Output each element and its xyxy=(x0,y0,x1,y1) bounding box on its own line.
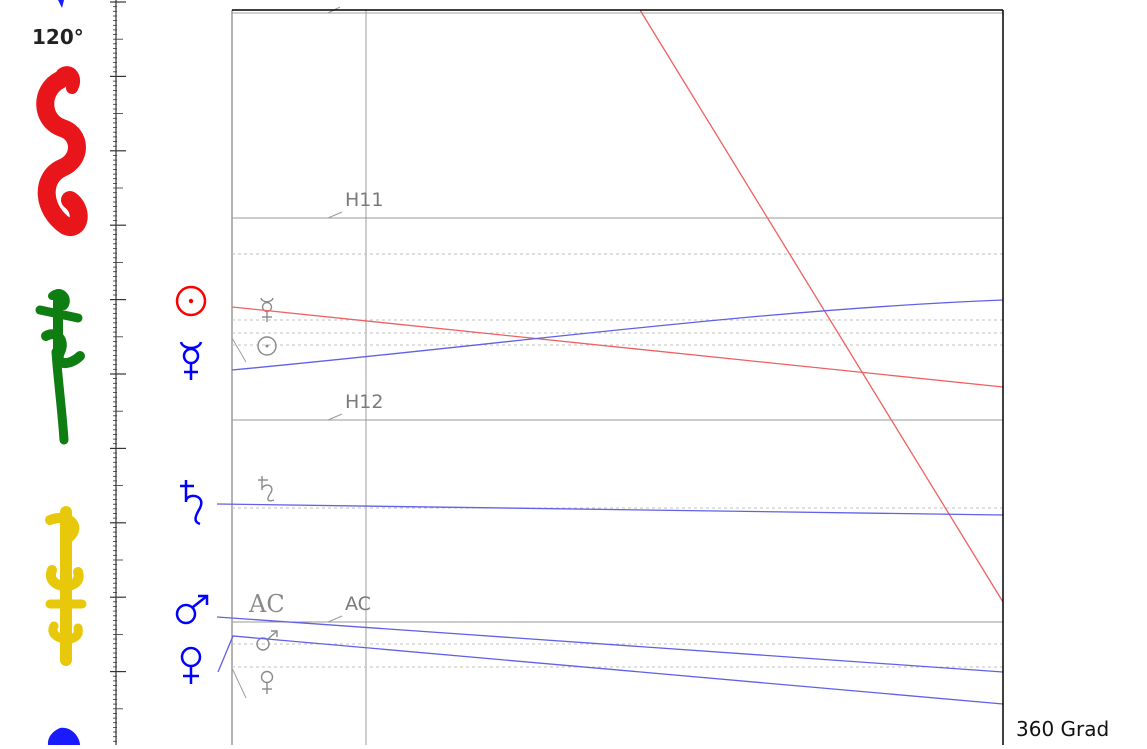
sun-small-icon xyxy=(257,336,277,356)
house-h11-label: H11 xyxy=(345,189,383,211)
ac-serif-label: AC xyxy=(248,590,285,618)
ac-label: AC xyxy=(345,593,371,615)
mercury-small-icon xyxy=(260,297,274,322)
scale-marker-icon xyxy=(58,0,64,8)
range-label: 360 Grad xyxy=(1016,717,1109,741)
leo-icon xyxy=(36,66,88,236)
transit-line-red-steep xyxy=(639,9,1004,603)
transit-line-sun xyxy=(231,306,1004,388)
scale-ticks xyxy=(110,1,126,742)
libra-icon xyxy=(45,506,87,666)
saturn-small-icon xyxy=(258,476,275,502)
saturn-icon xyxy=(180,480,203,526)
chart-area: H11 H12 AC AC xyxy=(216,6,1004,745)
mars-icon xyxy=(175,594,209,625)
planet-glyphs xyxy=(175,285,209,684)
transit-line-mercury xyxy=(231,299,1004,371)
virgo-icon xyxy=(35,289,85,445)
degree-scale: 120° xyxy=(32,0,126,745)
mercury-icon xyxy=(179,341,203,380)
venus-icon xyxy=(180,646,202,684)
scorpio-icon xyxy=(47,727,80,745)
sun-icon xyxy=(175,285,207,317)
zodiac-column xyxy=(35,66,88,745)
transit-line-saturn xyxy=(216,503,1004,516)
house-h12-label: H12 xyxy=(345,391,383,413)
transit-line-mars xyxy=(216,616,1004,673)
venus-small-icon xyxy=(260,670,274,694)
transit-line-venus xyxy=(217,635,1004,705)
degree-label: 120° xyxy=(32,25,84,49)
